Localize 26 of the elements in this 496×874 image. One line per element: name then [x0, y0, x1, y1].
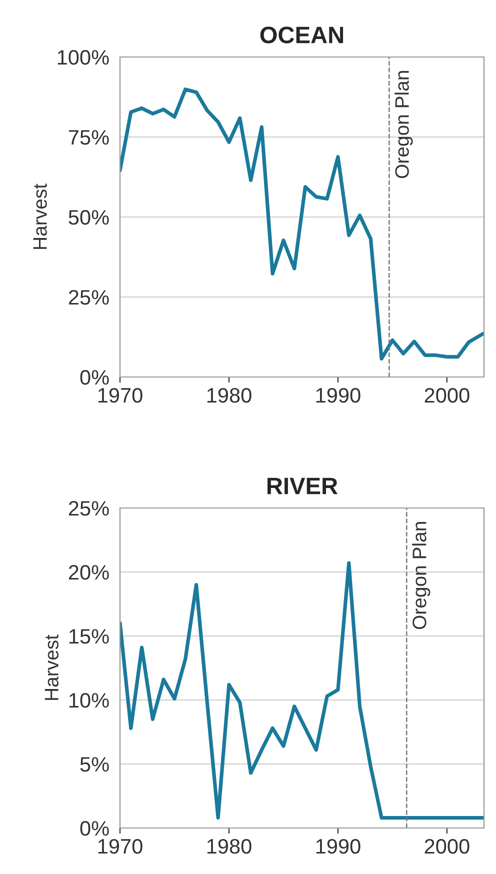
x-tick-label: 1980 [207, 838, 252, 854]
ref-line-label: Oregon Plan [394, 71, 413, 178]
x-tick-label: 1990 [316, 388, 360, 403]
x-tick-label: 1990 [316, 838, 360, 854]
y-tick-label: 5% [80, 757, 109, 772]
chart-title: RIVER [268, 478, 338, 494]
x-tick-label: 2000 [424, 838, 470, 854]
x-tick-label: 2000 [424, 388, 470, 403]
y-tick-label: 100% [58, 50, 109, 65]
y-axis-title: Harvest [33, 184, 47, 249]
y-tick-label: 75% [68, 130, 109, 145]
y-tick-label: 25% [68, 501, 109, 516]
y-tick-label: 50% [68, 210, 109, 225]
x-tick-label: 1970 [98, 838, 142, 854]
y-tick-label: 15% [69, 629, 109, 644]
x-tick-label: 1970 [98, 388, 142, 403]
y-axis-title: Harvest [44, 634, 58, 700]
y-tick-label: 0% [80, 821, 109, 836]
y-tick-label: 0% [80, 370, 109, 385]
chart-title: OCEAN [260, 26, 344, 44]
x-tick-label: 1980 [207, 388, 252, 403]
y-tick-label: 10% [69, 693, 109, 708]
ref-line-label: Oregon Plan [412, 522, 430, 630]
line-series [120, 561, 484, 820]
y-tick-label: 25% [68, 290, 109, 305]
y-tick-label: 20% [68, 565, 109, 580]
